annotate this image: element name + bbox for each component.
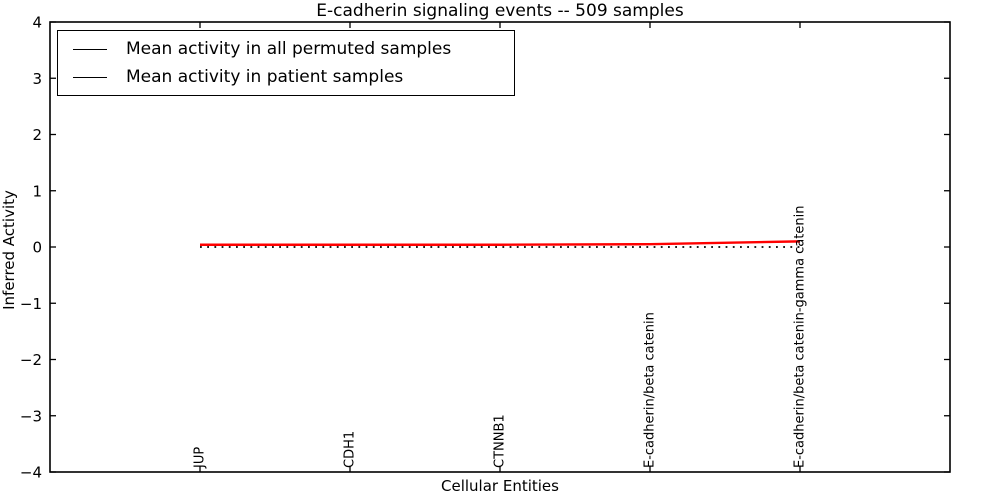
series-line-1 — [200, 240, 801, 246]
y-tick-label: 2 — [32, 126, 42, 144]
y-tick-label: 3 — [32, 70, 42, 88]
legend-line-sample-red — [73, 76, 107, 78]
legend-item-patient: Mean activity in patient samples — [58, 63, 514, 91]
y-tick-label: 0 — [32, 239, 42, 257]
legend-label-permuted: Mean activity in all permuted samples — [126, 39, 452, 59]
x-tick-label: JUP — [193, 447, 208, 469]
y-tick-label: −2 — [20, 351, 42, 369]
y-axis-label: Inferred Activity — [0, 190, 18, 310]
y-tick-label: 1 — [32, 182, 42, 200]
y-tick-label: −3 — [20, 407, 42, 425]
legend-line-sample-black — [73, 48, 107, 50]
y-tick-label: −1 — [20, 295, 42, 313]
chart-title: E-cadherin signaling events -- 509 sampl… — [316, 1, 684, 21]
legend-item-permuted: Mean activity in all permuted samples — [58, 35, 514, 63]
x-tick-label: E-cadherin/beta catenin-gamma catenin — [793, 206, 808, 468]
legend-label-patient: Mean activity in patient samples — [126, 67, 404, 87]
x-axis-label: Cellular Entities — [441, 477, 559, 495]
x-tick-label: E-cadherin/beta catenin — [643, 312, 658, 468]
y-tick-label: −4 — [20, 464, 42, 482]
x-tick-label: CTNNB1 — [493, 414, 508, 468]
y-tick-label: 4 — [32, 14, 42, 32]
x-tick-label: CDH1 — [343, 431, 358, 468]
legend: Mean activity in all permuted samples Me… — [57, 30, 515, 96]
